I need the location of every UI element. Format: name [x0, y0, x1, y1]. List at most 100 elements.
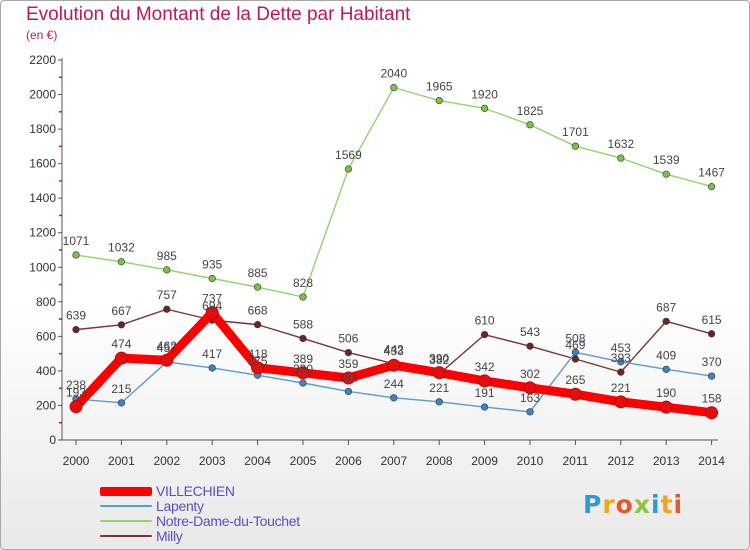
data-point-lapenty [299, 379, 307, 387]
y-tick-label: 600 [36, 329, 56, 343]
y-tick-label: 2000 [29, 88, 56, 102]
x-tick-label: 2001 [108, 454, 135, 468]
x-tick-label: 2005 [290, 454, 317, 468]
data-label-villechien: 342 [475, 360, 495, 374]
data-label-lapenty: 508 [565, 331, 585, 345]
data-point-villechien [478, 374, 492, 388]
data-point-villechien [114, 351, 128, 365]
x-tick-label: 2007 [380, 454, 407, 468]
y-tick-label: 400 [36, 364, 56, 378]
data-label-notre-dame-du-touchet: 1569 [335, 148, 362, 162]
data-point-notre-dame-du-touchet [72, 251, 80, 259]
series-villechien [69, 306, 719, 420]
legend-swatch [100, 505, 152, 507]
data-label-notre-dame-du-touchet: 2040 [380, 67, 407, 81]
data-label-milly: 382 [429, 353, 449, 367]
data-label-villechien: 158 [702, 392, 722, 406]
legend-label: Milly [156, 528, 183, 544]
series-line-notre-dame-du-touchet [75, 86, 713, 298]
data-point-villechien [69, 400, 83, 414]
data-label-notre-dame-du-touchet: 885 [248, 266, 268, 280]
data-point-notre-dame-du-touchet [344, 165, 353, 173]
data-label-lapenty: 238 [66, 378, 86, 392]
data-point-notre-dame-du-touchet [526, 121, 534, 129]
data-point-milly [481, 331, 489, 339]
data-point-notre-dame-du-touchet [707, 183, 716, 191]
data-point-notre-dame-du-touchet [435, 96, 443, 105]
data-point-villechien [296, 366, 310, 380]
data-point-lapenty [617, 358, 625, 366]
data-point-milly [163, 305, 171, 313]
data-label-milly: 667 [111, 304, 131, 318]
x-tick-label: 2012 [607, 454, 634, 468]
x-tick-label: 2013 [653, 454, 680, 468]
data-label-milly: 588 [293, 317, 313, 331]
data-label-lapenty: 244 [384, 377, 404, 391]
legend-swatch [100, 535, 152, 537]
data-label-milly: 615 [702, 313, 722, 327]
data-label-villechien: 418 [248, 347, 268, 361]
data-label-notre-dame-du-touchet: 1467 [698, 166, 725, 180]
x-tick-label: 2002 [153, 454, 180, 468]
data-label-villechien: 737 [202, 292, 222, 306]
data-label-villechien: 302 [520, 367, 540, 381]
data-point-lapenty [662, 365, 670, 373]
data-label-villechien: 190 [656, 386, 676, 400]
data-label-villechien: 359 [338, 357, 358, 371]
data-point-villechien [341, 371, 355, 385]
line-chart: 0 200 400 600 800 1000 1200 1400 1600 1800 2000 220… [29, 53, 725, 468]
data-point-villechien [387, 358, 401, 372]
data-label-notre-dame-du-touchet: 935 [202, 258, 222, 272]
data-point-milly [662, 317, 670, 325]
data-point-villechien [614, 395, 628, 409]
data-point-lapenty [481, 403, 489, 411]
chart-title: Evolution du Montant de la Dette par Hab… [26, 4, 411, 25]
data-label-villechien: 462 [157, 339, 177, 353]
series-lapenty [72, 348, 716, 416]
y-tick-label: 1000 [29, 260, 56, 274]
data-label-milly: 668 [248, 304, 268, 318]
x-tick-label: 2009 [471, 454, 498, 468]
data-label-milly: 442 [384, 343, 404, 357]
data-point-notre-dame-du-touchet [117, 258, 125, 266]
data-point-notre-dame-du-touchet [299, 293, 307, 301]
data-point-villechien [659, 400, 673, 414]
data-point-villechien [251, 361, 265, 375]
series-notre-dame-du-touchet [72, 84, 716, 301]
data-label-lapenty: 281 [338, 370, 358, 384]
data-point-milly [72, 326, 80, 334]
x-tick-label: 2010 [517, 454, 544, 468]
data-label-notre-dame-du-touchet: 1032 [108, 241, 135, 255]
data-label-milly: 393 [611, 351, 631, 365]
data-point-notre-dame-du-touchet [662, 170, 670, 178]
y-tick-label: 0 [49, 433, 56, 447]
data-label-notre-dame-du-touchet: 828 [293, 276, 313, 290]
data-label-milly: 506 [338, 332, 358, 346]
data-label-notre-dame-du-touchet: 1920 [471, 87, 498, 101]
data-label-notre-dame-du-touchet: 1632 [607, 137, 634, 151]
data-label-milly: 469 [565, 338, 585, 352]
data-point-notre-dame-du-touchet [163, 266, 171, 274]
legend-swatch [100, 520, 152, 522]
data-label-lapenty: 453 [611, 341, 631, 355]
data-label-notre-dame-du-touchet: 1825 [517, 104, 544, 118]
data-point-notre-dame-du-touchet [617, 154, 625, 162]
legend-item: Notre-Dame-du-Touchet [100, 513, 400, 529]
data-label-villechien: 221 [611, 381, 631, 395]
data-point-milly [299, 334, 307, 343]
data-point-lapenty [117, 399, 125, 407]
y-tick-label: 1600 [29, 157, 56, 171]
legend-label: Notre-Dame-du-Touchet [156, 513, 300, 529]
legend: VILLECHIEN Lapenty Notre-Dame-du-Touchet Mi… [100, 483, 400, 544]
data-label-villechien: 193 [66, 386, 86, 400]
data-point-lapenty [707, 372, 716, 380]
data-point-notre-dame-du-touchet [390, 84, 398, 92]
data-point-villechien [160, 353, 174, 367]
legend-label: Lapenty [156, 498, 204, 514]
data-point-villechien [523, 381, 537, 395]
axes: 0 200 400 600 800 1000 1200 1400 1600 1800 2000 220… [29, 53, 725, 468]
data-label-lapenty: 370 [702, 355, 722, 369]
data-label-villechien: 474 [111, 337, 131, 351]
data-label-villechien: 390 [429, 352, 449, 366]
